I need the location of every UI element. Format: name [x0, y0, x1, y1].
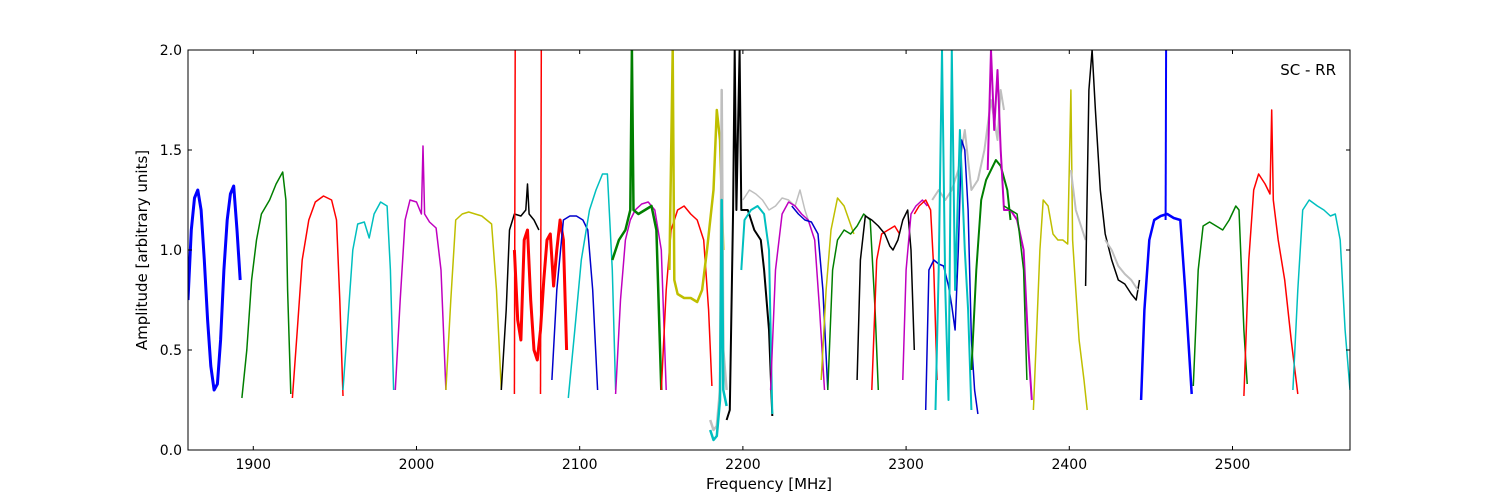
series-line-16 — [668, 50, 725, 304]
series-line-5 — [394, 145, 447, 391]
series-line-1 — [188, 184, 242, 392]
series-line-36 — [1032, 89, 1088, 411]
y-tick-label: 2.0 — [160, 43, 182, 59]
series-line-18 — [709, 198, 728, 442]
y-tick-label: 0.0 — [160, 443, 182, 459]
series-line-41 — [1164, 50, 1168, 221]
x-tick-label: 2400 — [1051, 457, 1087, 473]
x-tick-label: 2500 — [1215, 457, 1251, 473]
y-tick-label: 1.0 — [160, 243, 182, 259]
series-line-29 — [913, 199, 938, 381]
series-line-27 — [856, 209, 916, 381]
series-line-6 — [445, 211, 503, 391]
series-line-3 — [291, 195, 344, 399]
series-line-12 — [567, 173, 617, 399]
series-line-28 — [902, 199, 928, 381]
x-tick-label: 2200 — [725, 457, 761, 473]
series-line-35 — [1003, 205, 1028, 381]
series-line-2 — [241, 171, 292, 399]
series-line-7 — [500, 183, 540, 391]
series-line-42 — [1192, 205, 1248, 387]
series-line-10 — [539, 50, 543, 395]
x-tick-label: 1900 — [235, 457, 271, 473]
series-line-23 — [791, 205, 829, 391]
series-line-31 — [924, 139, 979, 415]
series-line-30 — [931, 89, 1005, 201]
x-tick-label: 2000 — [399, 457, 435, 473]
series-line-37 — [1069, 169, 1087, 241]
series-line-26 — [871, 225, 901, 391]
ticks-layer: 1900 2000 2100 2200 2300 2400 2500 0.0 0.5 1.0 1.5… — [160, 43, 1350, 473]
y-axis-label: Amplitude [arbitrary units] — [133, 150, 151, 350]
series-line-14 — [611, 50, 663, 391]
x-tick-label: 2100 — [562, 457, 598, 473]
series-line-38 — [1084, 50, 1141, 301]
series-line-43 — [1243, 109, 1299, 397]
x-axis-label: Frequency [MHz] — [706, 475, 832, 493]
x-tick-label: 2300 — [888, 457, 924, 473]
series-line-44 — [1292, 199, 1350, 391]
series-line-9 — [513, 50, 516, 395]
series-line-13 — [614, 201, 667, 395]
series-line-25 — [827, 213, 880, 391]
series-line-24 — [820, 197, 855, 381]
series-line-34 — [986, 50, 1033, 401]
series-line-33 — [970, 159, 1012, 371]
series-line-20 — [740, 205, 774, 415]
series-line-40 — [1139, 212, 1193, 401]
chart-annotation: SC - RR — [1280, 61, 1336, 79]
series-line-4 — [342, 201, 395, 391]
series-line-11 — [551, 215, 599, 391]
series-layer — [188, 50, 1350, 442]
y-tick-label: 1.5 — [160, 143, 182, 159]
y-tick-label: 0.5 — [160, 343, 182, 359]
series-line-21 — [742, 189, 809, 221]
series-line-22 — [769, 201, 826, 391]
series-line-32 — [934, 50, 973, 411]
series-line-19 — [725, 50, 774, 421]
series-line-39 — [1104, 239, 1139, 291]
